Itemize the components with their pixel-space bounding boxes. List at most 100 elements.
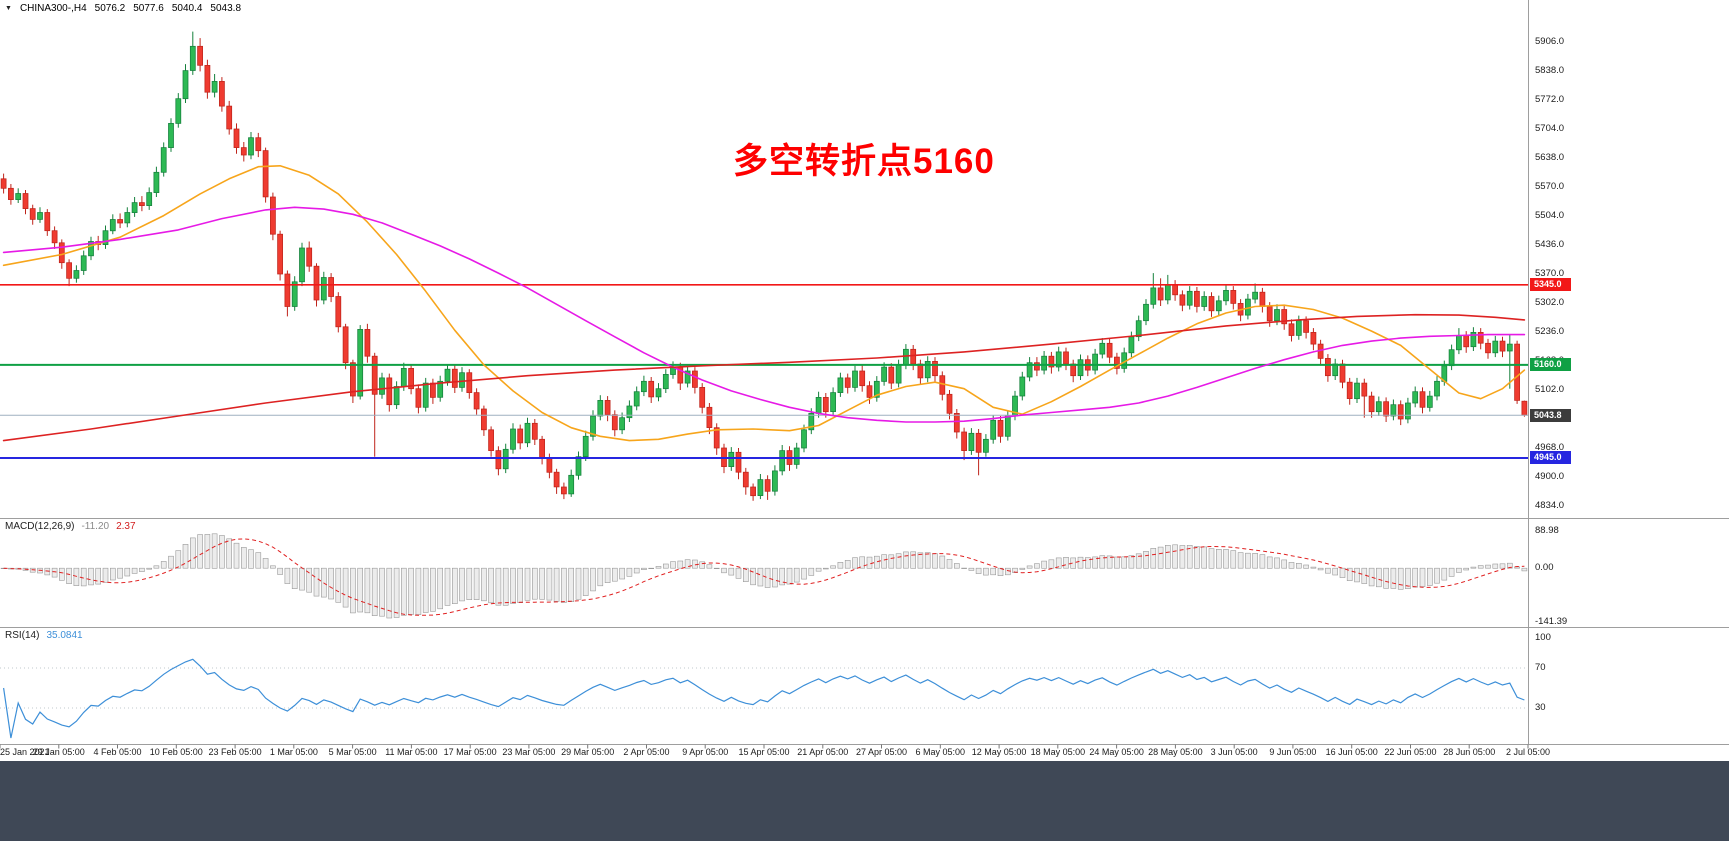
- macd-bar: [357, 567, 364, 613]
- candle: [1172, 284, 1178, 296]
- macd-bar: [735, 567, 742, 579]
- price-tag-bid: 5043.8: [1530, 408, 1571, 422]
- price-axis-label: 5772.0: [1535, 94, 1565, 105]
- candle: [182, 70, 189, 100]
- chart-header: ▼ CHINA300-,H4 5076.2 5077.6 5040.4 5043…: [5, 3, 241, 14]
- macd-bar: [1296, 562, 1302, 569]
- macd-bar: [539, 567, 545, 600]
- macd-bar: [619, 567, 625, 580]
- candle: [495, 450, 502, 470]
- macd-bar: [852, 557, 858, 569]
- candle: [692, 370, 698, 388]
- candle: [1179, 294, 1186, 306]
- macd-bar: [801, 567, 807, 580]
- candle: [437, 380, 444, 398]
- macd-bar: [430, 567, 436, 612]
- candle: [932, 361, 938, 377]
- candle: [1004, 415, 1011, 437]
- macd-bar: [706, 564, 713, 569]
- macd-bar: [699, 561, 706, 569]
- candle: [859, 370, 866, 387]
- candle: [1034, 362, 1040, 371]
- macd-bar: [597, 567, 604, 587]
- candle: [1063, 351, 1069, 365]
- macd-bar: [502, 567, 509, 606]
- macd-bar: [873, 555, 880, 569]
- macd-bar: [939, 555, 946, 569]
- time-ticks: [0, 744, 1529, 749]
- candle: [888, 366, 895, 384]
- candle: [1099, 342, 1106, 355]
- candle: [626, 405, 633, 419]
- macd-bar: [1325, 567, 1331, 574]
- time-axis[interactable]: 25 Jan 2021 29 Jan 05:00 4 Feb 05:00 10 Feb…: [0, 744, 1729, 761]
- candle: [379, 377, 385, 395]
- time-axis-label: 1 Mar 05:00: [269, 747, 318, 757]
- candle: [961, 431, 967, 451]
- candle: [524, 422, 531, 444]
- price-axis-label: 4968.0: [1535, 442, 1565, 453]
- candle: [510, 428, 516, 450]
- candle: [706, 406, 713, 428]
- candle: [561, 486, 567, 495]
- candle: [531, 422, 538, 440]
- macd-bar: [662, 563, 669, 569]
- candle: [320, 277, 327, 301]
- time-axis-label: 6 May 05:00: [915, 747, 966, 757]
- macd-bar: [270, 565, 276, 569]
- price-axis-label: 5236.0: [1535, 326, 1565, 337]
- candle: [502, 448, 509, 470]
- candle: [1419, 391, 1426, 408]
- candle: [211, 81, 218, 93]
- candle: [1048, 355, 1055, 368]
- macd-bar: [1034, 563, 1040, 569]
- macd-bar: [146, 567, 152, 570]
- annotation-text: 多空转折点5160: [733, 142, 995, 181]
- macd-indicator-label: MACD(12,26,9) -11.20 2.37: [5, 521, 136, 532]
- price-tag-support: 4945.0: [1530, 451, 1571, 465]
- candle: [946, 393, 953, 414]
- macd-bar: [546, 567, 553, 601]
- candle: [328, 277, 334, 297]
- macd-bar: [335, 567, 342, 603]
- macd-bar: [255, 552, 262, 569]
- macd-bar: [1172, 544, 1178, 569]
- price-axis-label: 5504.0: [1535, 210, 1565, 221]
- candle: [29, 208, 36, 220]
- macd-bar: [1521, 567, 1528, 572]
- candle: [291, 281, 298, 307]
- macd-bar: [393, 567, 400, 618]
- candle: [175, 98, 182, 124]
- candle: [793, 447, 800, 465]
- candle: [684, 370, 691, 384]
- collapse-triangle-icon[interactable]: ▼: [5, 4, 12, 12]
- macd-bar: [1157, 546, 1164, 569]
- time-axis-label: 15 Apr 05:00: [738, 747, 790, 757]
- horizontal-level-lines[interactable]: [0, 283, 1528, 459]
- candle: [953, 413, 960, 433]
- macd-bar: [422, 567, 429, 613]
- candle: [1077, 359, 1084, 377]
- macd-signal-line: [3, 538, 1525, 616]
- macd-bar: [124, 567, 131, 577]
- time-axis-label: 27 Apr 05:00: [856, 747, 908, 757]
- candle: [881, 366, 887, 382]
- macd-bar: [1405, 567, 1411, 590]
- macd-bar: [226, 538, 232, 569]
- price-axis-label: 5838.0: [1535, 65, 1565, 76]
- candle: [219, 81, 225, 107]
- macd-bar: [1026, 565, 1033, 569]
- candle: [822, 397, 829, 413]
- candle: [481, 408, 487, 431]
- candle: [109, 219, 116, 232]
- macd-bar: [1485, 564, 1491, 569]
- macd-bar: [910, 551, 917, 569]
- candle: [1164, 284, 1171, 301]
- macd-bar: [1055, 557, 1062, 569]
- macd-bar: [1317, 567, 1324, 571]
- candle: [997, 419, 1004, 437]
- macd-bar: [786, 567, 793, 585]
- macd-bar: [1063, 556, 1069, 569]
- panel-separators: [0, 0, 1729, 745]
